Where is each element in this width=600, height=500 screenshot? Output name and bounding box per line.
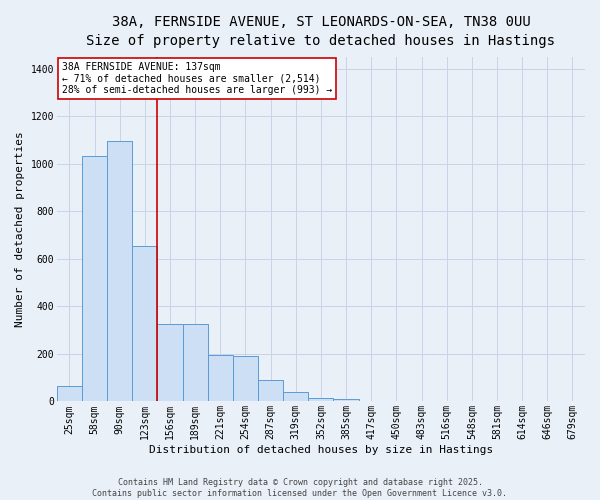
Bar [233, 356, 258, 402]
X-axis label: Distribution of detached houses by size in Hastings: Distribution of detached houses by size … [149, 445, 493, 455]
Bar [208, 355, 233, 402]
Bar [258, 380, 283, 402]
Title: 38A, FERNSIDE AVENUE, ST LEONARDS-ON-SEA, TN38 0UU
Size of property relative to : 38A, FERNSIDE AVENUE, ST LEONARDS-ON-SEA… [86, 15, 556, 48]
Y-axis label: Number of detached properties: Number of detached properties [15, 131, 25, 327]
Bar [334, 399, 359, 402]
Bar [157, 324, 182, 402]
Bar [308, 398, 334, 402]
Text: Contains HM Land Registry data © Crown copyright and database right 2025.
Contai: Contains HM Land Registry data © Crown c… [92, 478, 508, 498]
Bar [107, 141, 132, 402]
Bar [182, 324, 208, 402]
Bar [132, 246, 157, 402]
Text: 38A FERNSIDE AVENUE: 137sqm
← 71% of detached houses are smaller (2,514)
28% of : 38A FERNSIDE AVENUE: 137sqm ← 71% of det… [62, 62, 332, 95]
Bar [283, 392, 308, 402]
Bar [82, 156, 107, 402]
Bar [57, 386, 82, 402]
